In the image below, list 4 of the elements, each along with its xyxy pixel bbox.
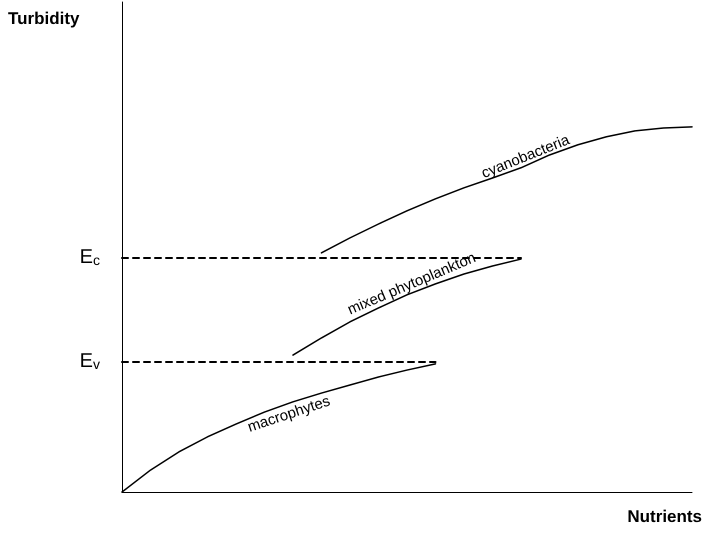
text: Turbidity bbox=[8, 9, 80, 28]
x-axis-title: Nutrients bbox=[627, 507, 702, 526]
series-label: E$_{c}$ bbox=[80, 244, 100, 270]
series-label: E$_{v}$ bbox=[80, 349, 100, 374]
